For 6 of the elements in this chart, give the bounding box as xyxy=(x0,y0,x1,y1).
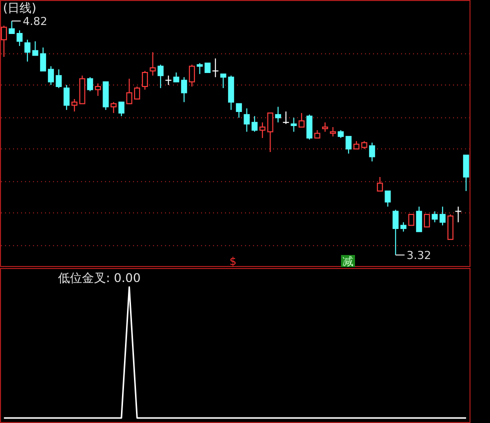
annotation: 3.32 xyxy=(406,249,432,262)
annotation: 减 xyxy=(342,255,354,268)
annotation: $ xyxy=(230,255,236,268)
chart-title: (日线) xyxy=(3,1,36,15)
chart-title: 低位金叉: 0.00 xyxy=(58,271,141,285)
annotation: 4.82 xyxy=(22,15,48,28)
